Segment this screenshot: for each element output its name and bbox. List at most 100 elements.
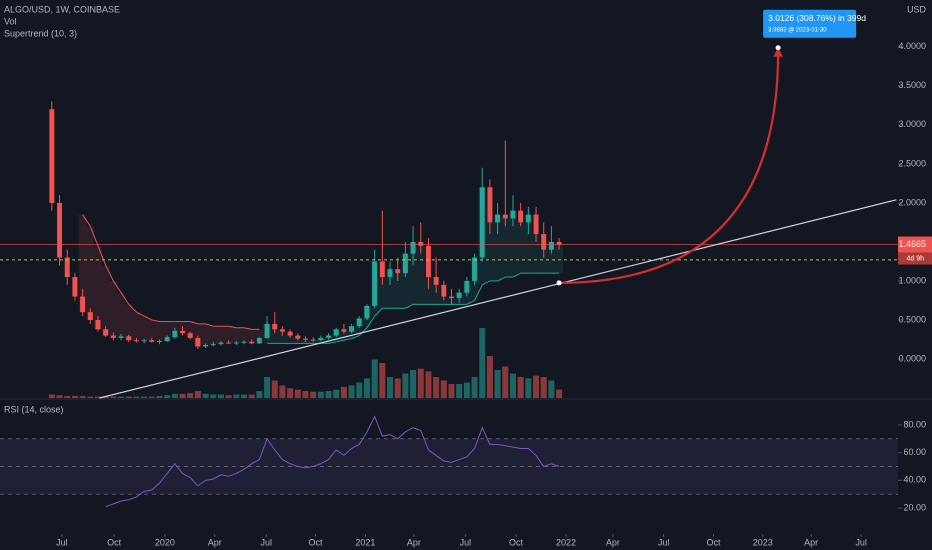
last-price-badge (898, 236, 932, 253)
supertrend-line (366, 315, 376, 329)
supertrend-line (328, 341, 337, 344)
x-tick-label: Oct (707, 537, 722, 547)
supertrend-fill (401, 253, 410, 309)
y-tick-label: 20.00 (903, 502, 926, 512)
projection-label: 3.0126 (308.76%) in 399d (768, 13, 866, 23)
trendline (99, 199, 897, 399)
indicator-label: Supertrend (10, 3) (4, 28, 77, 38)
candle-body (203, 344, 209, 347)
y-tick-label: 60.00 (903, 447, 926, 457)
volume-bar (171, 393, 178, 398)
candle-body (141, 340, 147, 342)
volume-bar (340, 386, 347, 398)
candle-body (49, 109, 55, 203)
candle-body (472, 257, 478, 281)
candle-body (410, 241, 416, 254)
supertrend-line (343, 338, 352, 341)
supertrend-fill (386, 269, 394, 309)
candle-body (510, 210, 516, 219)
rsi-title: RSI (14, close) (4, 404, 64, 414)
volume-bar (210, 394, 217, 398)
candle-body (57, 202, 63, 258)
y-tick-label: 4.0000 (898, 41, 926, 51)
candle-body (218, 342, 224, 345)
volume-bar (471, 377, 478, 398)
supertrend-fill (224, 326, 233, 344)
projection-arrow (773, 47, 784, 57)
candle-body (64, 257, 70, 278)
volume-bar (348, 385, 355, 398)
supertrend-fill (147, 319, 156, 342)
last-price-label: 1.4665 (898, 239, 926, 249)
supertrend-fill (547, 241, 556, 274)
supertrend-line (128, 304, 137, 313)
candle-body (448, 296, 454, 299)
volume-bar (125, 396, 132, 398)
x-tick-label: Apr (606, 537, 620, 547)
supertrend-fill (409, 241, 417, 305)
volume-bar (133, 396, 140, 398)
supertrend-line (474, 284, 483, 301)
supertrend-fill (132, 312, 141, 342)
volume-bar (433, 377, 440, 398)
candle-body (156, 341, 162, 343)
candle-body (495, 214, 501, 223)
candle-body (379, 261, 385, 278)
volume-bar (525, 378, 532, 398)
candle-body (387, 269, 393, 278)
rsi-line (105, 415, 560, 508)
supertrend-fill (486, 222, 494, 281)
supertrend-fill (509, 210, 517, 278)
candle-body (418, 241, 424, 246)
supertrend-fill (163, 321, 172, 338)
x-tick-label: 2021 (355, 537, 375, 547)
projection-sublabel: 3.9883 @ 2023-01-30 (768, 27, 827, 33)
supertrend-line (336, 339, 345, 343)
y-tick-label: 3.0000 (898, 119, 926, 129)
candle-body (72, 277, 78, 297)
volume-bar (102, 396, 109, 398)
candle-body (295, 335, 301, 339)
supertrend-fill (86, 226, 95, 320)
candle-body (441, 284, 447, 297)
x-tick-label: Jul (855, 537, 867, 547)
supertrend-fill (278, 331, 287, 344)
supertrend-fill (194, 323, 202, 347)
candle-body (533, 214, 539, 235)
supertrend-fill (155, 321, 164, 342)
supertrend-fill (532, 234, 540, 274)
volume-bar (417, 368, 424, 398)
volume-bar (394, 378, 401, 398)
candle-body (80, 296, 86, 313)
countdown-label: 4d 9h (906, 255, 924, 262)
x-tick-label: Oct (509, 537, 524, 547)
candle-body (103, 329, 109, 336)
volume-bar (425, 371, 432, 398)
candle-body (456, 292, 462, 299)
candle-body (479, 187, 485, 258)
supertrend-fill (109, 280, 118, 338)
candle-body (525, 214, 531, 223)
projection-end (775, 45, 781, 51)
supertrend-fill (539, 249, 548, 274)
volume-bar (294, 389, 301, 398)
volume-bar (517, 377, 524, 398)
x-tick-label: 2023 (753, 537, 773, 547)
y-tick-label: 0.0000 (898, 353, 926, 363)
x-tick-label: Oct (308, 537, 323, 547)
volume-label: Vol (4, 16, 17, 26)
volume-bar (287, 388, 294, 398)
supertrend-fill (378, 277, 387, 309)
volume-bar (118, 396, 125, 398)
candle-body (164, 337, 170, 342)
candle-body (518, 210, 524, 223)
supertrend-line (512, 272, 521, 278)
supertrend-fill (240, 327, 248, 342)
volume-bar (379, 363, 386, 398)
candle-body (126, 336, 132, 341)
x-tick-label: Apr (407, 537, 421, 547)
candle-body (318, 337, 324, 341)
chart-title: ALGO/USD, 1W, COINBASE (4, 4, 120, 14)
candle-body (556, 241, 562, 245)
candle-body (502, 214, 508, 219)
